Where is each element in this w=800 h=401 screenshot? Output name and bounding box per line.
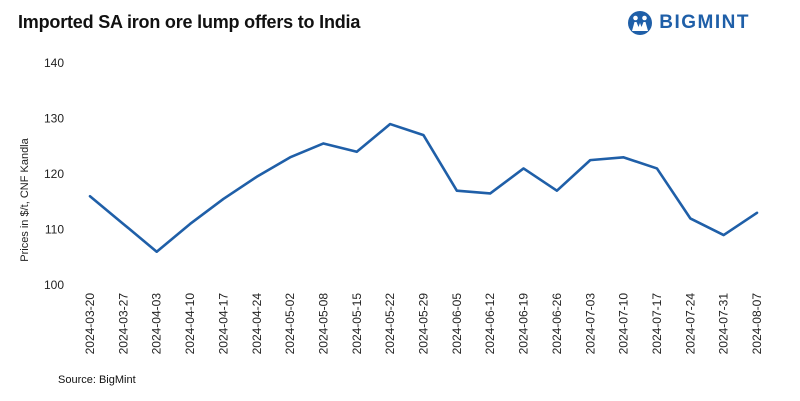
plot-area — [88, 122, 759, 253]
y-axis-label: Prices in $/t, CNF Kandla — [19, 137, 31, 261]
x-tick-label: 2024-08-07 — [750, 293, 764, 355]
y-tick-label: 130 — [44, 112, 64, 126]
series-line — [88, 122, 759, 253]
x-tick-label: 2024-03-20 — [83, 293, 97, 355]
y-tick-label: 100 — [44, 278, 64, 292]
x-tick-label: 2024-06-19 — [517, 293, 531, 355]
x-tick-label: 2024-07-03 — [583, 293, 597, 355]
x-tick-label: 2024-04-24 — [250, 293, 264, 355]
x-axis: 2024-03-20 2024-03-27 2024-04-03 2024-04-10… — [83, 293, 764, 355]
x-tick-label: 2024-05-29 — [417, 293, 431, 355]
x-tick-label: 2024-04-17 — [216, 293, 230, 355]
x-tick-label: 2024-05-15 — [350, 293, 364, 355]
brand-name: BIGMINT — [659, 12, 750, 33]
chart-title: Imported SA iron ore lump offers to Indi… — [18, 12, 361, 32]
y-tick-label: 120 — [44, 167, 64, 181]
brand-logo: BIGMINT — [627, 10, 750, 36]
x-tick-label: 2024-03-27 — [116, 293, 130, 355]
x-tick-label: 2024-06-05 — [450, 293, 464, 355]
x-tick-label: 2024-06-12 — [483, 293, 497, 355]
y-axis: 100 110 120 130 140 — [44, 56, 64, 292]
y-tick-label: 140 — [44, 56, 64, 70]
x-tick-label: 2024-07-10 — [617, 293, 631, 355]
x-tick-label: 2024-05-02 — [283, 293, 297, 355]
bigmint-logo-icon — [628, 11, 653, 35]
x-tick-label: 2024-06-26 — [550, 293, 564, 355]
x-tick-label: 2024-04-10 — [183, 293, 197, 355]
x-tick-label: 2024-07-24 — [683, 293, 697, 355]
source-note: Source: BigMint — [58, 374, 136, 386]
x-tick-label: 2024-04-03 — [150, 293, 164, 355]
x-tick-label: 2024-05-22 — [383, 293, 397, 355]
x-tick-label: 2024-07-31 — [717, 293, 731, 355]
x-tick-label: 2024-05-08 — [316, 293, 330, 355]
x-tick-label: 2024-07-17 — [650, 293, 664, 355]
y-tick-label: 110 — [45, 223, 64, 237]
